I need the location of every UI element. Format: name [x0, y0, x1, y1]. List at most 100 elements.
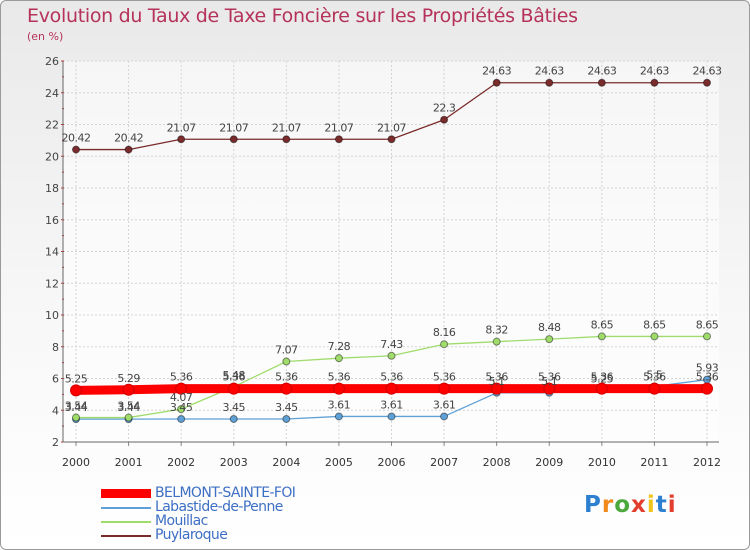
- legend-swatch: [101, 535, 151, 537]
- data-point: [597, 78, 606, 87]
- data-label: 5.36: [696, 371, 719, 384]
- x-tick-label: 2008: [483, 456, 511, 469]
- data-label: 8.16: [433, 326, 456, 339]
- data-label: 24.63: [693, 65, 722, 78]
- data-point: [387, 351, 396, 360]
- data-label: 8.48: [538, 321, 561, 334]
- data-label: 5.25: [65, 372, 88, 385]
- proxiti-logo: Proxiti: [584, 492, 677, 518]
- data-label: 24.63: [640, 65, 669, 78]
- data-label: 5.36: [485, 371, 508, 384]
- legend-label: Puylaroque: [155, 527, 228, 543]
- logo-letter: t: [655, 492, 668, 518]
- data-label: 24.63: [535, 65, 564, 78]
- data-point: [72, 413, 80, 422]
- data-point: [70, 384, 82, 397]
- legend-item: Mouillac: [101, 513, 421, 529]
- legend-swatch: [101, 521, 151, 523]
- data-point: [175, 382, 188, 395]
- data-point: [492, 337, 501, 346]
- legend-label: BELMONT-SAINTE-FOI: [155, 485, 296, 501]
- y-tick-label: 20: [45, 150, 59, 163]
- data-point: [703, 78, 711, 87]
- data-label: 5.36: [328, 371, 351, 384]
- data-label: 3.54: [65, 400, 88, 413]
- data-point: [124, 145, 133, 154]
- data-label: 20.42: [62, 132, 91, 145]
- data-point: [334, 135, 343, 144]
- y-tick-label: 10: [45, 309, 59, 322]
- data-label: 24.63: [482, 65, 511, 78]
- data-label: 3.44: [65, 401, 88, 414]
- data-label: 21.07: [272, 121, 301, 134]
- data-label: 7.43: [380, 338, 403, 351]
- data-point: [282, 135, 291, 144]
- data-label: 8.65: [696, 318, 719, 331]
- data-point: [177, 405, 186, 414]
- data-point: [440, 340, 449, 349]
- y-tick-label: 26: [45, 55, 59, 68]
- y-tick-label: 18: [45, 182, 59, 195]
- data-point: [545, 78, 554, 87]
- data-label: 5.1: [489, 375, 505, 388]
- data-label: 3.45: [275, 401, 298, 414]
- y-tick-label: 16: [45, 214, 59, 227]
- chart-title: Evolution du Taux de Taxe Foncière sur l…: [27, 5, 578, 27]
- data-point: [648, 382, 661, 395]
- data-label: 5.36: [591, 371, 614, 384]
- data-label: 21.07: [167, 121, 196, 134]
- data-point: [282, 357, 291, 366]
- y-tick-label: 14: [45, 246, 59, 259]
- x-tick-label: 2002: [167, 456, 195, 469]
- legend-label: Labastide-de-Penne: [155, 499, 283, 515]
- data-label: 5.48: [223, 369, 246, 382]
- data-point: [387, 412, 396, 421]
- data-point: [72, 145, 80, 154]
- data-label: 21.07: [324, 121, 353, 134]
- data-point: [334, 354, 343, 363]
- legend-label: Mouillac: [155, 513, 208, 529]
- data-point: [545, 335, 554, 344]
- y-tick-label: 2: [52, 436, 59, 449]
- data-point: [650, 78, 659, 87]
- data-label: 5.36: [275, 371, 298, 384]
- data-label: 3.45: [223, 401, 246, 414]
- data-label: 22.3: [433, 102, 456, 115]
- data-point: [282, 414, 291, 423]
- y-tick-label: 12: [45, 277, 59, 290]
- logo-letter: r: [601, 492, 615, 518]
- data-label: 5.25: [591, 372, 614, 385]
- data-point: [122, 383, 135, 396]
- data-point: [543, 382, 556, 395]
- data-point: [490, 382, 503, 395]
- data-point: [440, 412, 449, 421]
- data-label: 5.36: [538, 371, 561, 384]
- data-point: [650, 332, 659, 341]
- data-label: 5.36: [433, 371, 456, 384]
- x-tick-label: 2000: [62, 456, 90, 469]
- data-point: [701, 382, 713, 395]
- x-tick-label: 2007: [430, 456, 458, 469]
- data-label: 5.1: [541, 375, 557, 388]
- logo-letter: i: [646, 492, 656, 518]
- x-tick-label: 2012: [693, 456, 721, 469]
- logo-letter: o: [614, 492, 632, 518]
- y-tick-label: 4: [52, 404, 59, 417]
- data-label: 7.28: [328, 340, 351, 353]
- x-tick-label: 2006: [378, 456, 406, 469]
- data-label: 3.54: [117, 400, 140, 413]
- legend-item: BELMONT-SAINTE-FOI: [101, 485, 421, 501]
- data-label: 5.29: [117, 372, 140, 385]
- logo-letter: P: [584, 492, 602, 518]
- unit-label: (en %): [27, 30, 64, 43]
- data-label: 21.07: [377, 121, 406, 134]
- y-tick-label: 22: [45, 119, 59, 132]
- data-label: 3.45: [170, 401, 193, 414]
- logo-letter: i: [667, 492, 677, 518]
- data-point: [177, 414, 186, 423]
- data-label: 5.93: [696, 362, 719, 375]
- y-tick-label: 8: [52, 341, 59, 354]
- logo-letter: x: [631, 492, 647, 518]
